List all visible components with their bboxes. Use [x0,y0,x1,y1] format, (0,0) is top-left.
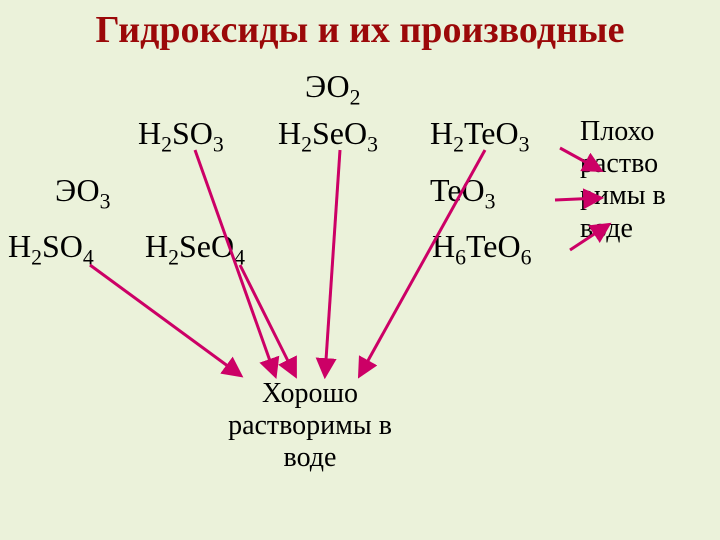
label-h2so3: H2SO3 [138,115,224,152]
label-eo2: ЭО2 [305,68,361,105]
label-h2so4: H2SO4 [8,228,94,265]
label-h6teo6: H6TeO6 [432,228,531,265]
label-h2seo3: H2SeO3 [278,115,378,152]
arrow [325,150,340,375]
arrow [90,265,240,375]
label-h2seo4: H2SeO4 [145,228,245,265]
diagram-stage: Гидроксиды и их производные ЭО2 H2SO3 H2… [0,0,720,540]
label-teo3: TeO3 [430,172,496,209]
note-poor-solubility: Плохорастворимы вводе [580,116,710,245]
label-eo3: ЭО3 [55,172,111,209]
arrow [240,265,295,375]
note-good-solubility: Хорошорастворимы вводе [195,378,425,475]
label-h2teo3: H2TeO3 [430,115,529,152]
page-title: Гидроксиды и их производные [0,8,720,52]
